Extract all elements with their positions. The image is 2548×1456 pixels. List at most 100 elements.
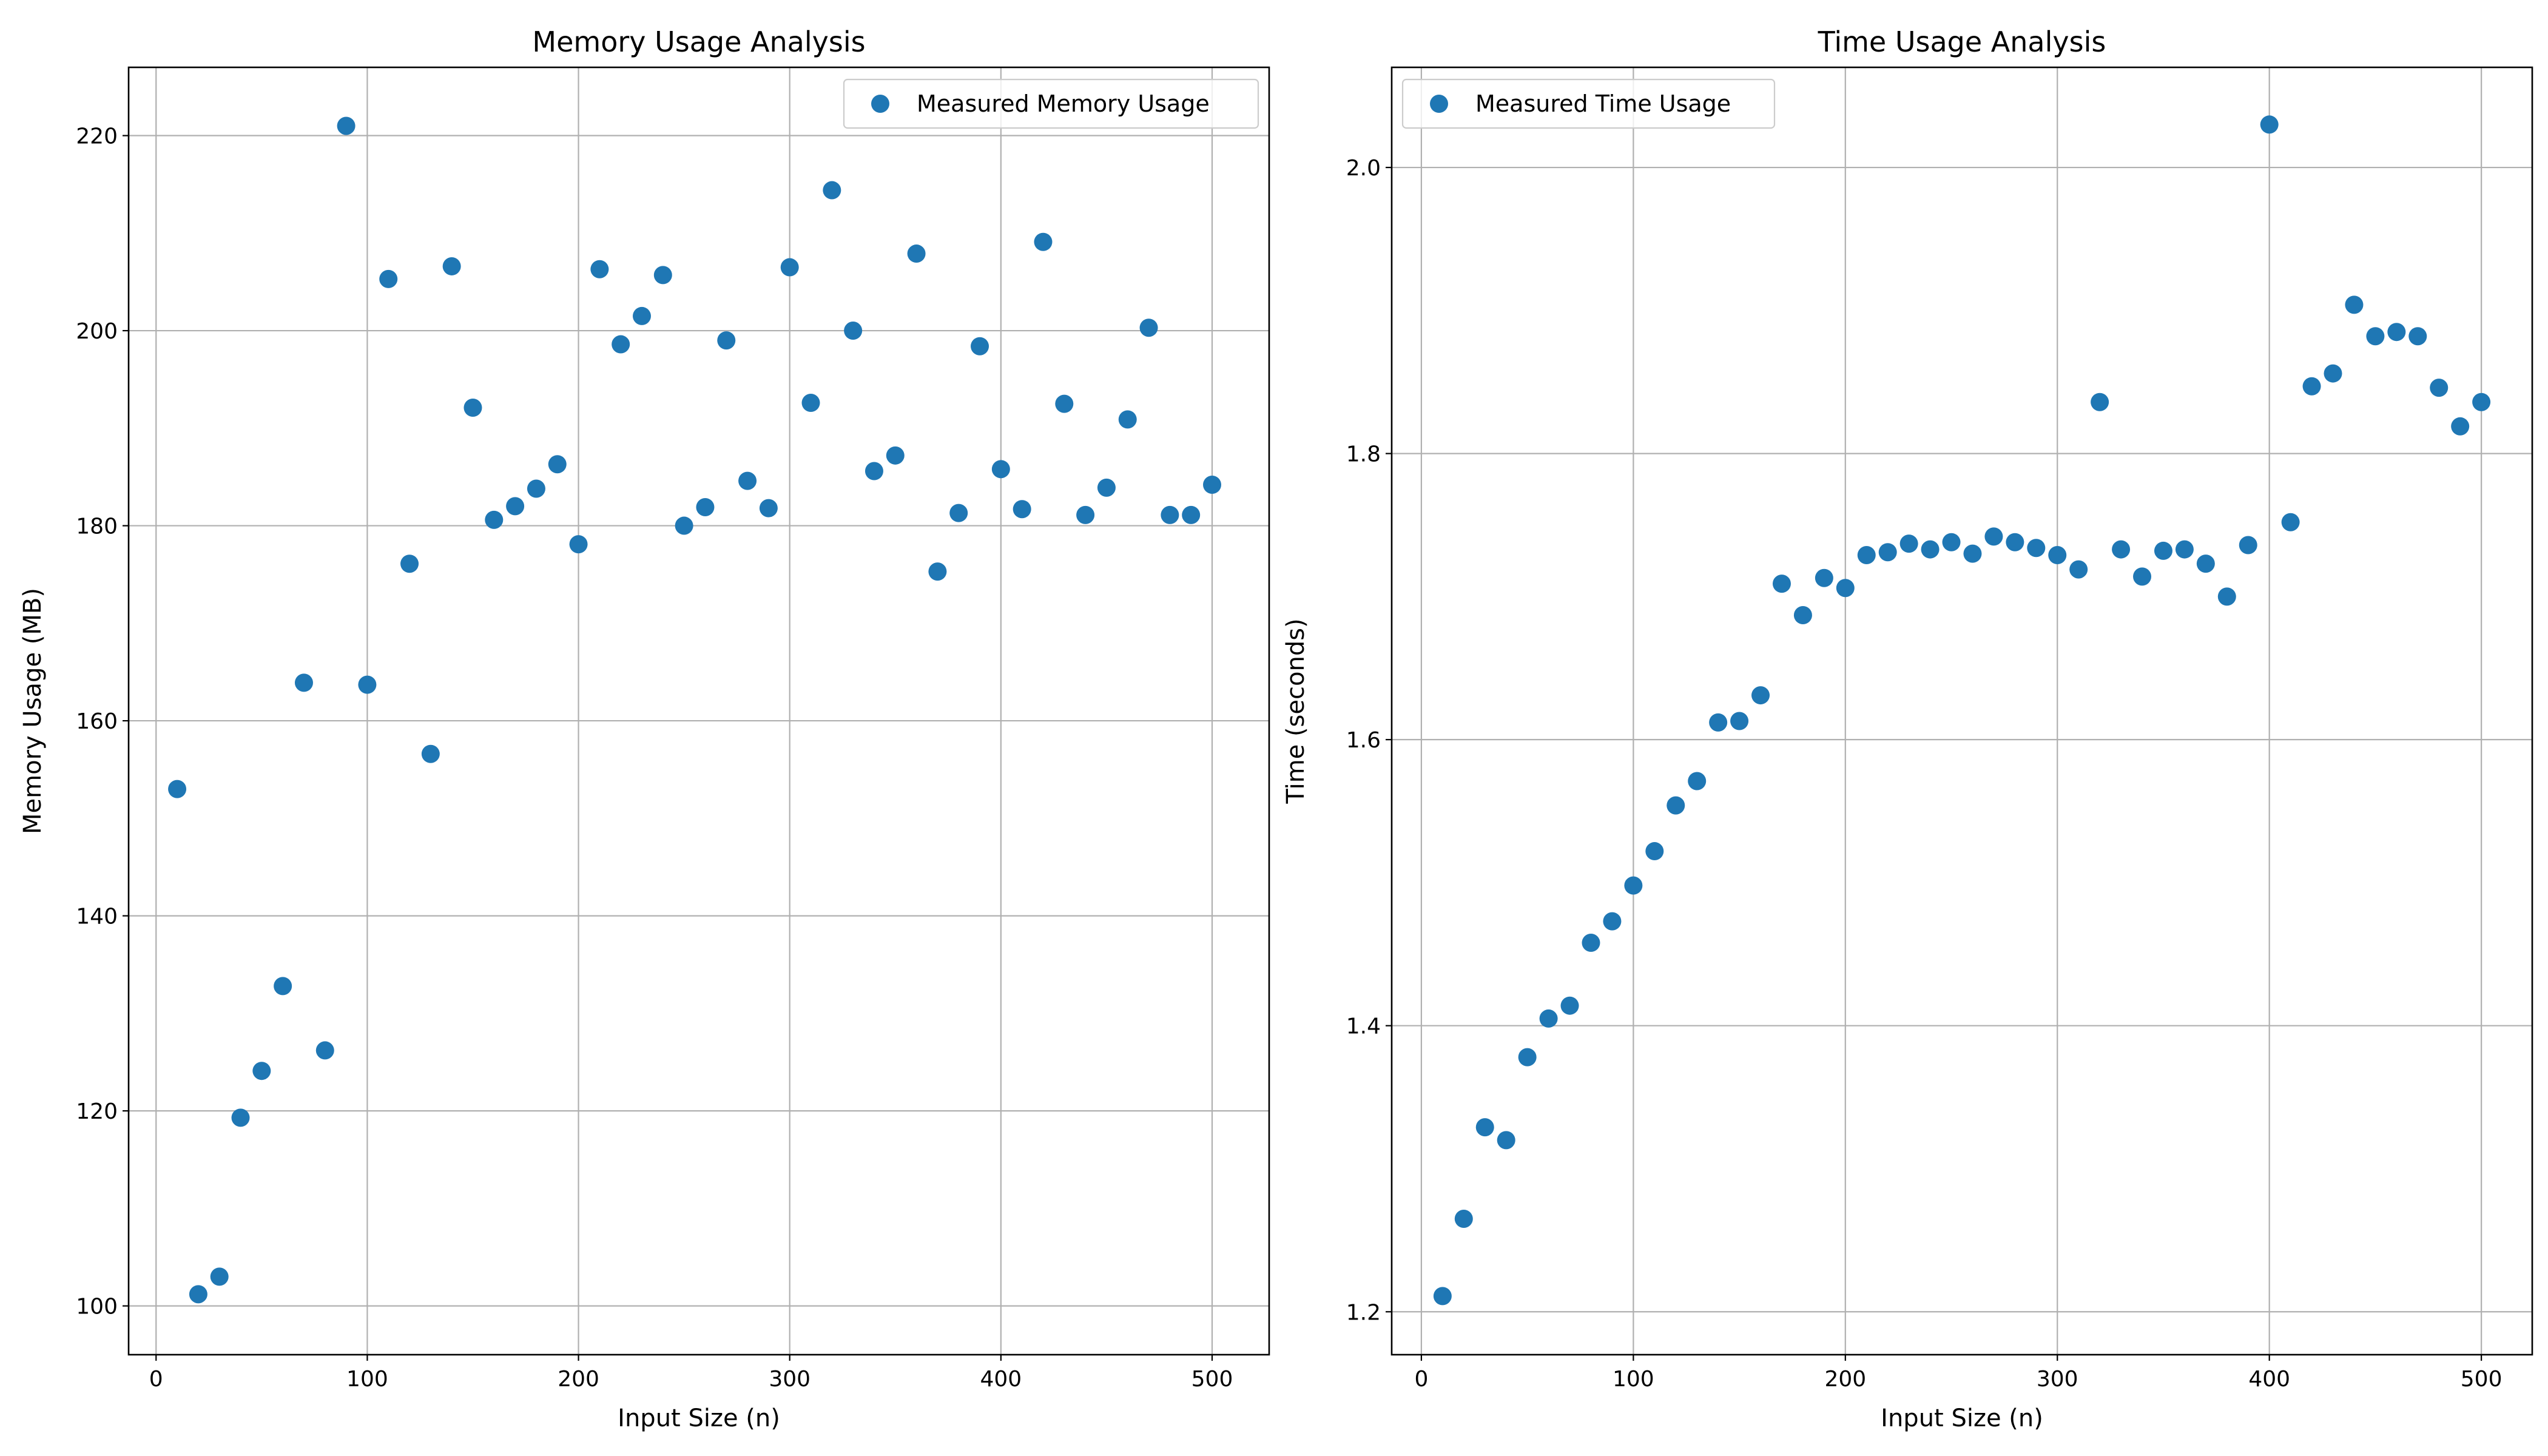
time-data-point <box>1709 713 1728 732</box>
memory-data-point <box>231 1108 250 1127</box>
time-data-point <box>1921 540 1940 559</box>
time-data-point <box>1836 579 1855 598</box>
memory-ticks: 0 100 200 300 400 500 100 120 140 160 180 200 220 <box>76 124 1233 1392</box>
time-data-point <box>2175 540 2194 559</box>
memory-data-point <box>696 498 715 517</box>
memory-points <box>168 116 1221 1304</box>
memory-x-axis-label: Input Size (n) <box>618 1404 780 1432</box>
memory-data-point <box>421 744 440 763</box>
time-data-point <box>2006 533 2024 551</box>
memory-y-tick-label: 120 <box>76 1099 118 1124</box>
time-x-tick-label: 300 <box>2037 1367 2078 1392</box>
time-data-point <box>1688 772 1707 790</box>
memory-data-point <box>400 554 419 573</box>
memory-data-point <box>358 675 377 694</box>
memory-data-point <box>315 1041 334 1060</box>
memory-legend-marker <box>871 95 889 113</box>
memory-data-point <box>780 258 799 277</box>
memory-data-point <box>907 244 926 263</box>
time-data-point <box>2387 323 2406 342</box>
time-data-point <box>2281 513 2300 531</box>
time-data-point <box>2324 364 2342 383</box>
memory-data-point <box>527 479 545 498</box>
time-y-tick-label: 1.4 <box>1346 1014 1381 1039</box>
memory-legend-box <box>843 78 1259 129</box>
memory-data-point <box>168 780 187 798</box>
memory-data-point <box>548 455 567 474</box>
memory-x-tick-label: 300 <box>769 1367 811 1392</box>
time-x-tick-label: 0 <box>1414 1367 1428 1392</box>
time-x-tick-label: 400 <box>2248 1367 2290 1392</box>
memory-data-point <box>590 260 609 278</box>
memory-grid <box>129 67 1269 1355</box>
time-data-point <box>1857 546 1876 565</box>
time-data-point <box>2260 115 2279 134</box>
time-data-point <box>2069 560 2088 579</box>
memory-data-point <box>379 269 398 288</box>
time-x-tick-label: 500 <box>2461 1367 2502 1392</box>
time-data-point <box>1560 996 1579 1015</box>
memory-data-point <box>1076 505 1095 524</box>
memory-legend-label: Measured Memory Usage <box>917 90 1210 117</box>
memory-data-point <box>1013 500 1031 519</box>
time-data-point <box>2091 393 2109 411</box>
time-y-tick-label: 1.6 <box>1346 728 1381 753</box>
memory-y-tick-label: 140 <box>76 905 118 929</box>
memory-data-point <box>1161 505 1179 524</box>
memory-data-point <box>759 499 778 517</box>
memory-data-point <box>717 331 736 350</box>
memory-y-tick-label: 160 <box>76 709 118 734</box>
memory-chart-title: Memory Usage Analysis <box>532 25 865 58</box>
memory-chart: 0 100 200 300 400 500 100 120 140 160 180 200 220 Me… <box>19 25 1270 1432</box>
time-data-point <box>2451 417 2470 436</box>
time-plot-frame <box>1390 66 2533 1356</box>
time-data-point <box>1582 933 1600 952</box>
memory-data-point <box>463 399 482 417</box>
time-data-point <box>1984 527 2003 546</box>
time-ticks: 0 100 200 300 400 500 1.2 1.4 1.6 1.8 2.0 <box>1346 156 2502 1392</box>
memory-x-tick-label: 100 <box>346 1367 388 1392</box>
time-x-tick-label: 100 <box>1613 1367 1654 1392</box>
time-legend-marker <box>1430 95 1448 113</box>
memory-data-point <box>886 446 905 465</box>
time-grid <box>1392 67 2532 1355</box>
time-data-point <box>2366 327 2385 346</box>
time-data-point <box>2196 554 2215 573</box>
memory-data-point <box>928 562 947 581</box>
memory-legend: Measured Memory Usage <box>843 78 1259 129</box>
memory-data-point <box>1118 410 1137 429</box>
memory-data-point <box>1203 476 1221 494</box>
time-data-point <box>1497 1131 1515 1150</box>
memory-data-point <box>844 322 863 340</box>
memory-data-point <box>274 977 292 996</box>
memory-data-point <box>738 471 757 490</box>
time-data-point <box>2112 540 2131 559</box>
memory-x-tick-label: 0 <box>149 1367 163 1392</box>
time-data-point <box>1667 796 1685 815</box>
memory-x-tick-label: 400 <box>980 1367 1022 1392</box>
memory-y-tick-label: 200 <box>76 319 118 344</box>
memory-data-point <box>485 510 504 529</box>
memory-data-point <box>864 462 883 480</box>
memory-data-point <box>991 460 1010 479</box>
memory-data-point <box>801 394 820 413</box>
memory-data-point <box>612 335 630 354</box>
memory-data-point <box>337 116 356 135</box>
time-chart-title: Time Usage Analysis <box>1818 25 2106 58</box>
memory-data-point <box>1139 318 1158 337</box>
memory-x-tick-label: 200 <box>558 1367 599 1392</box>
time-y-tick-label: 2.0 <box>1346 156 1381 181</box>
time-data-point <box>1603 912 1622 931</box>
memory-data-point <box>633 306 651 325</box>
memory-data-point <box>442 257 461 275</box>
memory-data-point <box>569 535 588 554</box>
memory-data-point <box>252 1062 271 1080</box>
time-data-point <box>2154 541 2172 560</box>
time-data-point <box>1815 568 1833 587</box>
memory-data-point <box>1055 394 1074 413</box>
time-data-point <box>1942 533 1961 551</box>
time-data-point <box>1899 534 1918 553</box>
memory-data-point <box>675 516 693 535</box>
